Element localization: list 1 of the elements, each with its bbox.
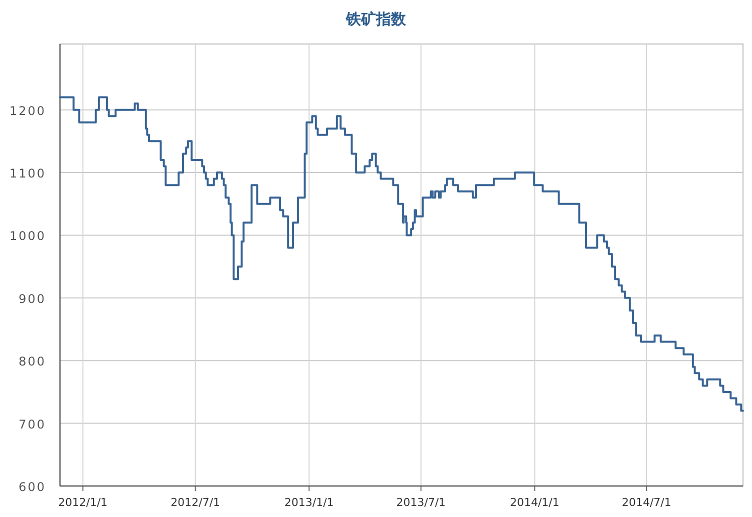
- title: 铁矿指数: [346, 10, 406, 28]
